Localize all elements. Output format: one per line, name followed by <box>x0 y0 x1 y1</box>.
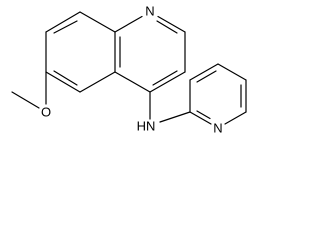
bond <box>157 15 186 33</box>
bond <box>45 11 81 33</box>
bond <box>79 71 116 93</box>
double-bond-inner <box>152 70 178 86</box>
bond <box>159 111 191 123</box>
atom-label: O <box>41 104 51 119</box>
pyridine-ring <box>189 63 247 125</box>
atom-label: HN <box>137 118 156 133</box>
double-bond-inner <box>196 70 217 83</box>
bond <box>189 111 212 125</box>
atom-label: N <box>213 120 222 135</box>
bond <box>11 91 40 109</box>
bond <box>224 111 247 125</box>
bond <box>79 11 116 33</box>
bond <box>114 71 151 93</box>
bond <box>217 63 247 81</box>
bond <box>45 71 81 93</box>
page: N O HN N (() => { const data = JSON.pars… <box>11 3 247 136</box>
quinoline-left-ring <box>45 11 116 93</box>
amine-linker <box>149 91 191 123</box>
structure-diagram: N O HN N <box>11 3 247 135</box>
double-bond-inner <box>53 20 78 34</box>
double-bond-inner <box>53 70 78 86</box>
bond <box>189 63 219 81</box>
bond <box>114 15 143 33</box>
double-bond-inner <box>156 20 178 34</box>
double-bond-inner <box>196 110 211 120</box>
atom-label: N <box>145 3 154 18</box>
quinoline-right-ring <box>114 15 186 93</box>
methoxy-group <box>11 71 47 109</box>
bond <box>149 71 186 93</box>
